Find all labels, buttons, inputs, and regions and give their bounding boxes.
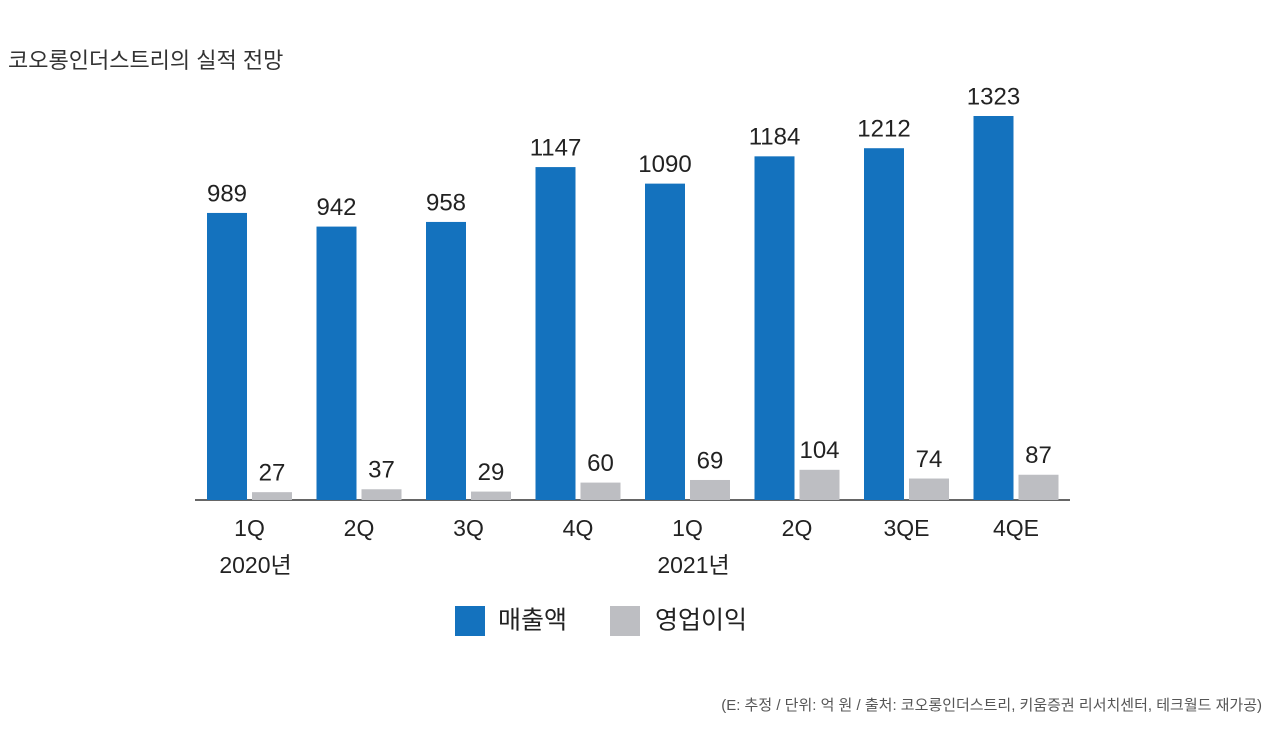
value-label: 989: [207, 180, 247, 207]
value-label: 1184: [749, 124, 801, 151]
x-tick-label: 3QE: [883, 515, 929, 541]
bar: [645, 183, 685, 500]
chart-title: 코오롱인더스트리의 실적 전망: [8, 48, 283, 73]
x-tick-label: 1Q: [672, 515, 703, 541]
bar: [426, 221, 466, 500]
value-label: 69: [697, 447, 724, 474]
value-label: 942: [316, 194, 356, 221]
value-label: 1090: [638, 151, 691, 178]
bar: [316, 226, 357, 501]
legend-swatch: [455, 606, 485, 636]
value-label: 37: [368, 457, 395, 484]
legend-swatch: [610, 606, 640, 636]
bar: [909, 478, 949, 500]
value-label: 1147: [530, 134, 582, 161]
bar: [690, 479, 730, 500]
x-tick-label: 4Q: [563, 515, 594, 541]
value-label: 1323: [967, 83, 1020, 110]
x-tick-label: 2Q: [344, 515, 375, 541]
x-tick-label: 1Q: [234, 515, 265, 541]
value-label: 29: [478, 459, 505, 486]
value-label: 1212: [857, 116, 910, 143]
legend-label: 매출액: [498, 607, 567, 635]
legend-label: 영업이익: [655, 607, 747, 635]
x-tick-label: 2Q: [782, 515, 813, 541]
bar: [754, 156, 795, 500]
bar: [973, 116, 1014, 500]
value-label: 60: [587, 450, 614, 477]
bar: [799, 469, 840, 500]
value-label: 87: [1025, 442, 1052, 469]
value-label: 74: [916, 446, 943, 473]
bar: [471, 491, 511, 500]
bar: [580, 482, 621, 500]
value-label: 958: [426, 189, 466, 216]
bar: [535, 167, 576, 500]
x-tick-label: 3Q: [453, 515, 484, 541]
bar: [1018, 474, 1059, 500]
year-label: 2021년: [657, 552, 729, 578]
value-label: 104: [799, 437, 839, 464]
year-label: 2020년: [219, 552, 291, 578]
bar: [864, 148, 904, 500]
bar: [252, 492, 292, 500]
bar: [361, 489, 402, 500]
value-label: 27: [259, 460, 286, 487]
source-note: (E: 추정 / 단위: 억 원 / 출처: 코오롱인더스트리, 키움증권 리서…: [721, 697, 1262, 714]
x-tick-label: 4QE: [993, 515, 1039, 541]
bar: [207, 212, 247, 501]
